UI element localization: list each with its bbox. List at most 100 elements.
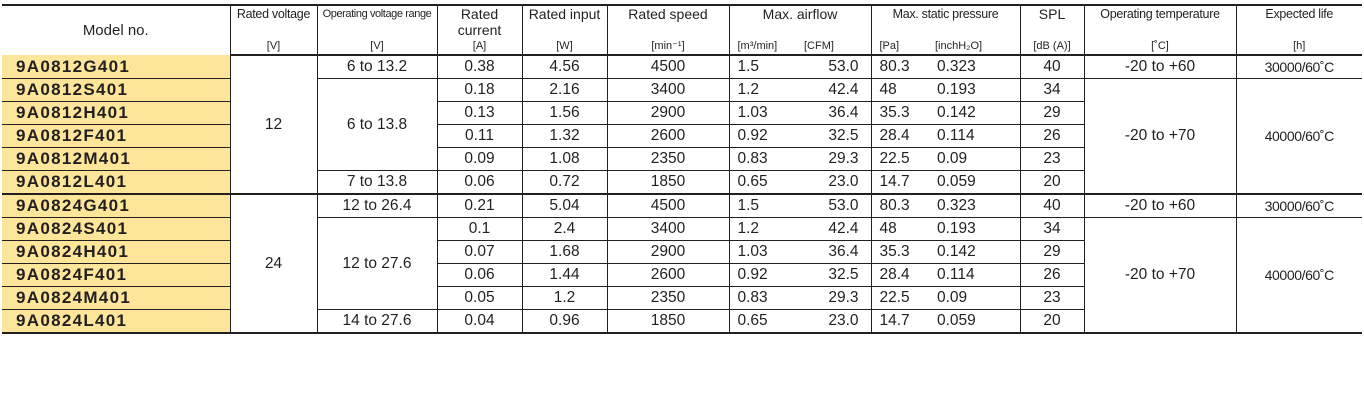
header-max-static-pressure: Max. static pressure [870,4,1020,38]
table-row: 9A0824S401 12 to 27.6 0.1 2.4 3400 1.2 42.4 48 0… [2,217,1362,334]
header-operating-temperature: Operating temperature [1083,4,1236,38]
table-row: 9A0812F401 0.11 1.32 2600 0.92 32.5 28.4 0.114 2… [2,124,1362,148]
pressure-pa: 80.3 [870,194,929,218]
operating-voltage-range: 14 to 27.6 [316,309,437,334]
operating-temperature: -20 to +60 [1083,55,1236,79]
rated-speed: 2900 [606,101,729,125]
unit-current: [A] [436,38,522,56]
rated-current: 0.07 [436,240,522,264]
table-row: 9A0824M401 0.05 1.2 2350 0.83 29.3 22.5 0.09 23 [2,286,1362,310]
rated-current: 0.18 [436,78,522,102]
spec-table-body: 9A0812G401 12 6 to 13.2 0.38 4.56 4500 1.5 53.0… [2,55,1362,334]
pressure-pa: 22.5 [870,147,929,171]
rated-speed: 2600 [606,124,729,148]
rated-input: 2.16 [521,78,607,102]
rated-current: 0.06 [436,170,522,195]
airflow-m3: 1.2 [728,78,796,102]
unit-spl: [dB (A)] [1019,38,1084,56]
table-row: 9A0824G401 24 12 to 26.4 0.21 5.04 4500 1.5 53.… [2,194,1362,334]
pressure-inch: 0.114 [929,124,1020,148]
operating-voltage-range: 6 to 13.2 [316,55,437,79]
airflow-cfm: 29.3 [796,286,871,310]
header-rated-voltage: Rated voltage [229,4,317,38]
rated-input: 1.44 [521,263,607,287]
header-operating-voltage-range: Operating voltage range [316,4,437,38]
operating-voltage-range: 7 to 13.8 [316,170,437,195]
airflow-cfm: 36.4 [796,240,871,264]
airflow-cfm: 53.0 [796,194,871,218]
pressure-inch: 0.142 [929,101,1020,125]
airflow-m3: 1.03 [728,240,796,264]
airflow-cfm: 32.5 [796,124,871,148]
rated-input: 1.08 [521,147,607,171]
spl: 20 [1019,309,1084,334]
model-number: 9A0824G401 [2,194,230,218]
rated-speed: 4500 [606,55,729,79]
spl: 34 [1019,217,1084,241]
spl: 20 [1019,170,1084,195]
table-row: 9A0824F401 0.06 1.44 2600 0.92 32.5 28.4 0.114 2… [2,263,1362,287]
model-number: 9A0812H401 [2,101,230,125]
unit-pressure-inch: [inchH₂O] [929,38,1020,56]
rated-speed: 4500 [606,194,729,218]
table-row: 9A0812S401 6 to 13.8 0.18 2.16 3400 1.2 42.4 48… [2,78,1362,195]
pressure-inch: 0.142 [929,240,1020,264]
airflow-m3: 1.2 [728,217,796,241]
airflow-m3: 0.83 [728,147,796,171]
rated-speed: 1850 [606,309,729,334]
pressure-pa: 48 [870,78,929,102]
spl: 29 [1019,240,1084,264]
rated-input: 4.56 [521,55,607,79]
rated-speed: 2350 [606,286,729,310]
expected-life: 30000/60˚C [1235,55,1362,79]
header-model: Model no. [2,4,230,55]
airflow-cfm: 42.4 [796,78,871,102]
rated-speed: 1850 [606,170,729,195]
spl: 34 [1019,78,1084,102]
pressure-pa: 35.3 [870,101,929,125]
airflow-m3: 0.65 [728,309,796,334]
table-row: 9A0812H401 0.13 1.56 2900 1.03 36.4 35.3 0.142 2… [2,101,1362,125]
rated-current: 0.1 [436,217,522,241]
spl: 26 [1019,263,1084,287]
model-number: 9A0812M401 [2,147,230,171]
pressure-pa: 28.4 [870,124,929,148]
pressure-pa: 14.7 [870,309,929,334]
rated-speed: 3400 [606,217,729,241]
rated-current: 0.06 [436,263,522,287]
pressure-pa: 28.4 [870,263,929,287]
spl: 23 [1019,147,1084,171]
pressure-inch: 0.193 [929,217,1020,241]
operating-temperature: -20 to +70 [1083,78,1236,195]
airflow-cfm: 29.3 [796,147,871,171]
pressure-inch: 0.114 [929,263,1020,287]
unit-airflow-m3: [m³/min] [728,38,796,56]
spl: 26 [1019,124,1084,148]
spl: 40 [1019,55,1084,79]
rated-input: 1.56 [521,101,607,125]
rated-current: 0.09 [436,147,522,171]
rated-current: 0.11 [436,124,522,148]
table-row: 9A0812G401 12 6 to 13.2 0.38 4.56 4500 1.5 53.0… [2,55,1362,195]
rated-speed: 2600 [606,263,729,287]
pressure-pa: 35.3 [870,240,929,264]
unit-life: [h] [1235,38,1362,56]
airflow-cfm: 42.4 [796,217,871,241]
header-expected-life: Expected life [1235,4,1362,38]
unit-op-range: [V] [316,38,437,56]
rated-voltage: 12 [229,55,317,195]
header-spl: SPL [1019,4,1084,38]
rated-input: 1.2 [521,286,607,310]
spl: 40 [1019,194,1084,218]
operating-voltage-range: 6 to 13.8 [316,78,437,171]
pressure-inch: 0.323 [929,194,1020,218]
pressure-inch: 0.323 [929,55,1020,79]
airflow-cfm: 23.0 [796,309,871,334]
airflow-cfm: 32.5 [796,263,871,287]
pressure-inch: 0.09 [929,147,1020,171]
operating-temperature: -20 to +60 [1083,194,1236,218]
rated-current: 0.05 [436,286,522,310]
expected-life: 30000/60˚C [1235,194,1362,218]
spl: 29 [1019,101,1084,125]
unit-pressure-pa: [Pa] [870,38,929,56]
